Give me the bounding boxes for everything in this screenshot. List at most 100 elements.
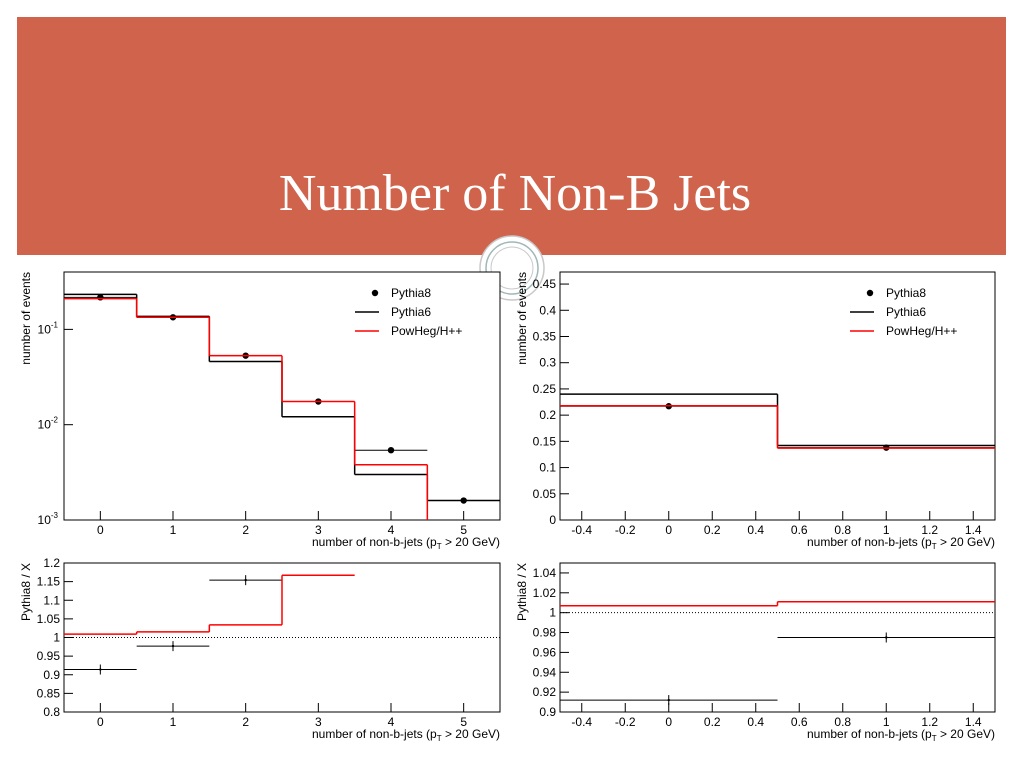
x-tick-label: 5 bbox=[460, 523, 467, 537]
x-tick-label: 0 bbox=[97, 715, 104, 729]
x-tick-label: -0.4 bbox=[571, 523, 592, 537]
y-tick-base: 10 bbox=[38, 322, 52, 336]
x-tick-label: 0 bbox=[665, 523, 672, 537]
slide-title: Number of Non-B Jets bbox=[279, 165, 751, 222]
x-tick-label: 0.8 bbox=[834, 523, 851, 537]
x-tick-label: 1.2 bbox=[921, 523, 938, 537]
x-tick-label: 1 bbox=[883, 523, 890, 537]
x-tick-label: 0.2 bbox=[704, 523, 721, 537]
chart: 0 0.05 0.1 0.15 0.2 0.25 0.3 0.35 0.4 0.45 -0.4 -0.… bbox=[515, 271, 996, 551]
x-tick-label: 1.2 bbox=[921, 715, 938, 729]
y-tick-label: 0.1 bbox=[539, 461, 556, 475]
x-axis-label-part: number of non-b-jets (p bbox=[807, 535, 932, 549]
y-tick-label: 0.9 bbox=[43, 668, 60, 682]
x-tick-label: 0.4 bbox=[747, 523, 764, 537]
y-tick-label: 1.05 bbox=[37, 612, 61, 626]
x-tick-label: 2 bbox=[242, 715, 249, 729]
legend-marker bbox=[371, 289, 379, 297]
y-tick-exponent: -1 bbox=[51, 320, 59, 329]
plot-area bbox=[64, 574, 500, 675]
y-tick-label: 1.2 bbox=[43, 556, 60, 570]
plot-area bbox=[64, 293, 500, 520]
x-tick-label: 1 bbox=[170, 715, 177, 729]
y-tick-label: 0.8 bbox=[43, 705, 60, 719]
y-tick-label: 0.4 bbox=[539, 303, 556, 317]
y-tick-label: 0.25 bbox=[533, 382, 557, 396]
plot-area bbox=[560, 600, 995, 706]
y-tick-label: 1.1 bbox=[43, 593, 60, 607]
ornament-ring bbox=[485, 241, 539, 295]
x-tick-label: 0.2 bbox=[704, 715, 721, 729]
y-tick-label: 0.96 bbox=[533, 645, 557, 659]
y-tick-label: 0.98 bbox=[533, 626, 557, 640]
y-tick-base: 10 bbox=[38, 513, 52, 527]
legend-label: Pythia8 bbox=[391, 286, 431, 300]
x-axis-label-part: number of non-b-jets (p bbox=[807, 727, 932, 741]
x-tick-label: 4 bbox=[388, 523, 395, 537]
x-tick-label: 5 bbox=[460, 715, 467, 729]
y-tick-label: 0.2 bbox=[539, 408, 556, 422]
y-tick-label: 10-1 bbox=[38, 320, 59, 336]
y-tick-label: 0.35 bbox=[533, 329, 557, 343]
x-tick-label: 2 bbox=[242, 523, 249, 537]
y-tick-label: 0.3 bbox=[539, 356, 556, 370]
y-tick-label: 0.85 bbox=[37, 686, 61, 700]
chart: 0.9 0.92 0.94 0.96 0.98 1 1.02 1.04 -0.4 -0.2 0 0.2… bbox=[515, 562, 996, 743]
x-axis-label-part: T bbox=[437, 734, 442, 743]
x-tick-label: 1 bbox=[883, 715, 890, 729]
y-tick-label: 1.15 bbox=[37, 575, 61, 589]
legend-label: Pythia6 bbox=[886, 305, 926, 319]
y-axis-label: Pythia8 / X bbox=[515, 563, 529, 621]
x-tick-label: 0.6 bbox=[791, 523, 808, 537]
x-tick-label: 4 bbox=[388, 715, 395, 729]
x-axis-label: number of non-b-jets (pT > 20 GeV) bbox=[807, 727, 995, 743]
x-tick-label: 0 bbox=[665, 715, 672, 729]
legend-label: PowHeg/H++ bbox=[886, 324, 957, 338]
y-tick-label: 0.15 bbox=[533, 434, 557, 448]
y-tick-label: 1 bbox=[549, 606, 556, 620]
y-tick-label: 0.05 bbox=[533, 487, 557, 501]
data-point bbox=[667, 698, 670, 702]
x-axis-label-part: T bbox=[932, 542, 937, 551]
y-axis-label: number of events bbox=[19, 272, 33, 365]
data-point bbox=[885, 636, 888, 639]
x-tick-label: 0 bbox=[97, 523, 104, 537]
x-axis-label: number of non-b-jets (pT > 20 GeV) bbox=[312, 727, 500, 743]
x-axis-label-part: > 20 GeV) bbox=[442, 727, 500, 741]
y-tick-label: 0.92 bbox=[533, 685, 557, 699]
data-point bbox=[171, 644, 175, 648]
y-tick-label: 0 bbox=[549, 513, 556, 527]
x-axis-label-part: > 20 GeV) bbox=[937, 727, 995, 741]
x-axis-label: number of non-b-jets (pT > 20 GeV) bbox=[807, 535, 995, 551]
x-axis-label-part: T bbox=[437, 542, 442, 551]
y-tick-label: 0.95 bbox=[37, 649, 61, 663]
x-tick-label: -0.2 bbox=[615, 523, 636, 537]
y-axis-label: number of events bbox=[515, 272, 529, 365]
y-tick-label: 10-2 bbox=[38, 416, 59, 432]
y-tick-label: 0.94 bbox=[533, 665, 557, 679]
x-tick-label: 0.8 bbox=[834, 715, 851, 729]
x-tick-label: 1.4 bbox=[965, 523, 982, 537]
legend-label: Pythia8 bbox=[886, 286, 926, 300]
y-axis-label: Pythia8 / X bbox=[19, 563, 33, 621]
x-tick-label: -0.4 bbox=[571, 715, 592, 729]
y-tick-label: 0.9 bbox=[539, 705, 556, 719]
x-axis-label: number of non-b-jets (pT > 20 GeV) bbox=[312, 535, 500, 551]
y-tick-label: 1 bbox=[53, 631, 60, 645]
ornament-ring bbox=[490, 246, 534, 290]
x-tick-label: 0.6 bbox=[791, 715, 808, 729]
y-tick-label: 1.04 bbox=[533, 566, 557, 580]
y-tick-label: 0.45 bbox=[533, 277, 557, 291]
x-tick-label: 1.4 bbox=[965, 715, 982, 729]
x-tick-label: 1 bbox=[170, 523, 177, 537]
y-tick-label: 10-3 bbox=[38, 511, 59, 527]
data-point bbox=[99, 668, 102, 671]
x-tick-label: 0.4 bbox=[747, 715, 764, 729]
legend-label: PowHeg/H++ bbox=[391, 324, 462, 338]
legend-marker bbox=[866, 289, 874, 297]
y-tick-label: 1.02 bbox=[533, 586, 557, 600]
x-tick-label: 3 bbox=[315, 523, 322, 537]
